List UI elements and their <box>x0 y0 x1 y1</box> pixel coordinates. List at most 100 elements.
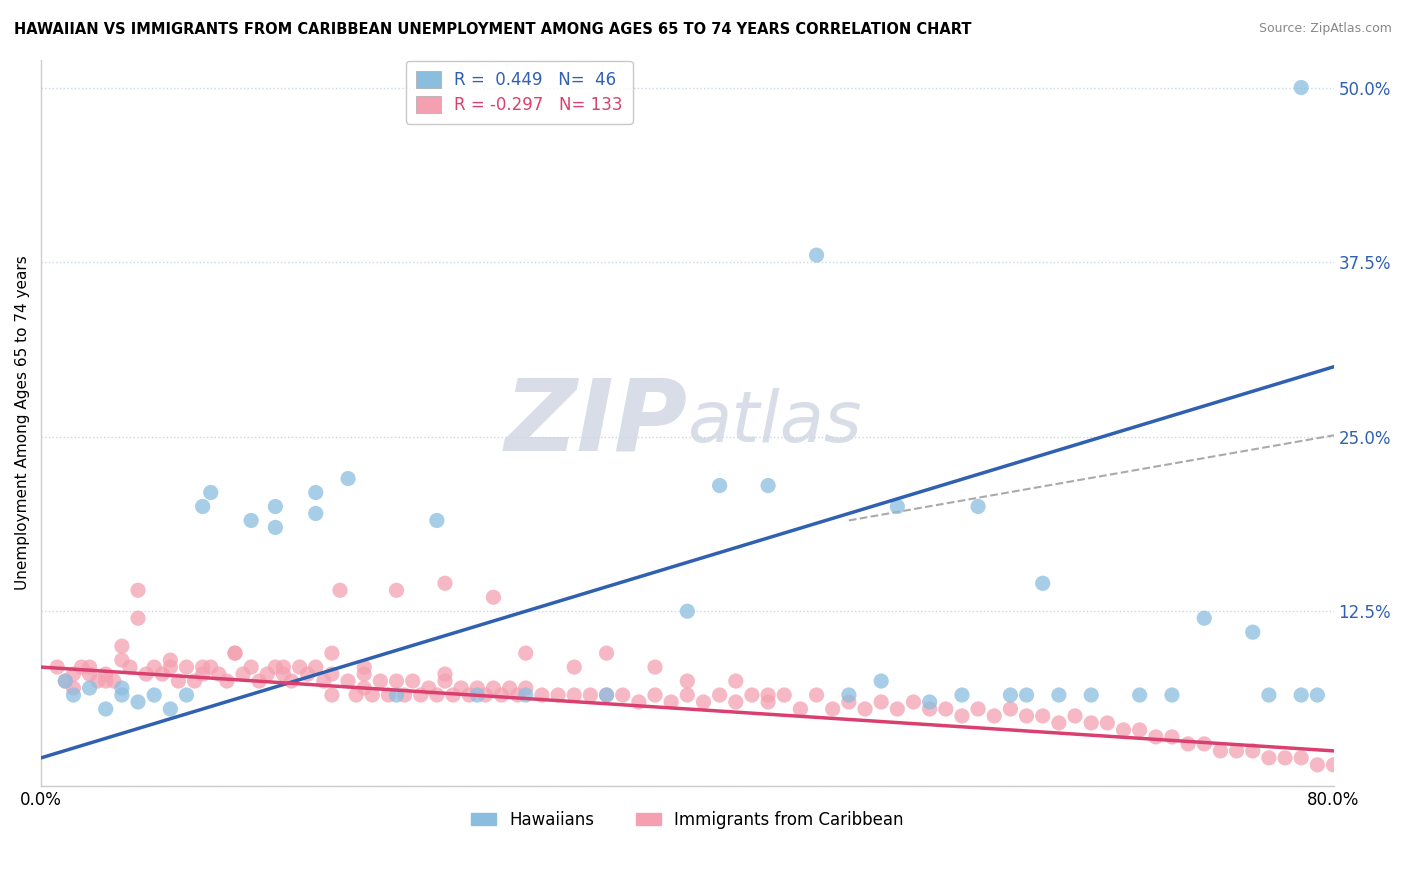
Point <box>53 674 76 689</box>
Point <box>159 702 181 716</box>
Point <box>53 674 76 689</box>
Point <box>183 674 205 689</box>
Point <box>756 688 779 702</box>
Y-axis label: Unemployment Among Ages 65 to 74 years: Unemployment Among Ages 65 to 74 years <box>15 255 30 591</box>
Point <box>1032 576 1054 591</box>
Point <box>353 660 375 674</box>
Point <box>838 695 860 709</box>
Point <box>1129 723 1152 737</box>
Point <box>886 702 908 716</box>
Point <box>1000 688 1022 702</box>
Point <box>70 660 93 674</box>
Point <box>264 660 287 674</box>
Point <box>79 660 101 674</box>
Point <box>1161 730 1184 744</box>
Point <box>1306 688 1329 702</box>
Point <box>200 485 222 500</box>
Point <box>676 688 699 702</box>
Point <box>967 702 990 716</box>
Point <box>709 688 731 702</box>
Point <box>127 611 149 625</box>
Point <box>1177 737 1199 751</box>
Point <box>426 513 449 527</box>
Point <box>1112 723 1135 737</box>
Point <box>288 660 311 674</box>
Point <box>280 674 302 689</box>
Point <box>62 688 84 702</box>
Text: ZIP: ZIP <box>505 374 688 471</box>
Point <box>256 667 278 681</box>
Point <box>215 674 238 689</box>
Point <box>337 471 360 485</box>
Point <box>1289 80 1312 95</box>
Point <box>312 674 335 689</box>
Point <box>491 688 513 702</box>
Point <box>853 702 876 716</box>
Point <box>94 667 117 681</box>
Point <box>1322 757 1344 772</box>
Point <box>143 688 166 702</box>
Point <box>200 660 222 674</box>
Point <box>370 674 392 689</box>
Point <box>159 653 181 667</box>
Point <box>1032 709 1054 723</box>
Point <box>232 667 254 681</box>
Point <box>273 660 295 674</box>
Point <box>176 688 198 702</box>
Point <box>1241 744 1264 758</box>
Point <box>1226 744 1249 758</box>
Point <box>1161 688 1184 702</box>
Point <box>150 667 173 681</box>
Point <box>870 674 893 689</box>
Point <box>159 660 181 674</box>
Point <box>273 667 295 681</box>
Point <box>983 709 1005 723</box>
Point <box>321 688 343 702</box>
Point <box>240 513 263 527</box>
Point <box>191 667 214 681</box>
Point <box>756 695 779 709</box>
Point <box>264 500 287 514</box>
Point <box>724 674 747 689</box>
Point <box>191 500 214 514</box>
Point <box>305 660 328 674</box>
Point <box>498 681 520 695</box>
Point <box>595 646 617 660</box>
Point <box>950 688 973 702</box>
Point <box>1080 688 1102 702</box>
Point <box>773 688 796 702</box>
Point <box>402 674 425 689</box>
Point <box>297 667 319 681</box>
Point <box>1257 688 1279 702</box>
Point <box>353 667 375 681</box>
Point <box>321 667 343 681</box>
Point <box>46 660 69 674</box>
Point <box>329 583 352 598</box>
Point <box>79 681 101 695</box>
Point <box>676 674 699 689</box>
Point <box>1306 757 1329 772</box>
Point <box>1274 751 1296 765</box>
Point <box>1047 688 1070 702</box>
Point <box>1289 751 1312 765</box>
Text: Source: ZipAtlas.com: Source: ZipAtlas.com <box>1258 22 1392 36</box>
Point <box>789 702 811 716</box>
Point <box>305 507 328 521</box>
Point <box>1209 744 1232 758</box>
Point <box>530 688 553 702</box>
Point <box>385 674 408 689</box>
Point <box>264 520 287 534</box>
Point <box>143 660 166 674</box>
Point <box>838 688 860 702</box>
Point <box>1015 709 1038 723</box>
Point <box>167 674 190 689</box>
Point <box>111 688 134 702</box>
Point <box>482 591 505 605</box>
Point <box>506 688 529 702</box>
Point <box>1129 688 1152 702</box>
Point <box>441 688 464 702</box>
Point <box>950 709 973 723</box>
Text: HAWAIIAN VS IMMIGRANTS FROM CARIBBEAN UNEMPLOYMENT AMONG AGES 65 TO 74 YEARS COR: HAWAIIAN VS IMMIGRANTS FROM CARIBBEAN UN… <box>14 22 972 37</box>
Point <box>741 688 763 702</box>
Point <box>394 688 416 702</box>
